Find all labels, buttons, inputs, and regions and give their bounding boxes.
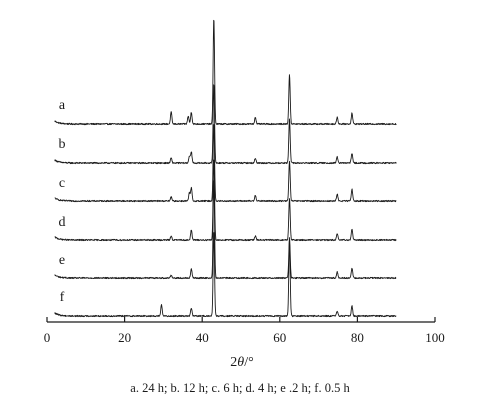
curve-labels: a b c d e f: [59, 98, 66, 305]
xrd-curve-f: [54, 232, 397, 318]
curve-label-c: c: [59, 176, 65, 191]
x-tick-label-80: 80: [351, 330, 364, 345]
x-axis-ticks: 0 20 40 60 80 100: [44, 317, 445, 345]
x-tick-label-20: 20: [118, 330, 131, 345]
x-tick-label-0: 0: [44, 330, 51, 345]
xrd-curve-b: [54, 84, 397, 165]
x-tick-label-60: 60: [273, 330, 286, 345]
xrd-curve-e: [54, 180, 397, 280]
x-tick-label-40: 40: [196, 330, 209, 345]
xrd-curve-a: [54, 19, 397, 126]
curve-label-b: b: [59, 137, 66, 152]
xrd-curves: [54, 19, 397, 318]
x-axis-label: 2θ/°: [230, 355, 253, 370]
curve-label-f: f: [60, 290, 65, 305]
curve-label-e: e: [59, 253, 65, 268]
figure-caption: a. 24 h; b. 12 h; c. 6 h; d. 4 h; e .2 h…: [130, 381, 350, 395]
curve-label-d: d: [59, 215, 66, 230]
x-tick-label-100: 100: [425, 330, 445, 345]
xrd-curve-c: [54, 124, 397, 203]
curve-label-a: a: [59, 98, 66, 113]
xrd-curve-d: [54, 159, 397, 242]
